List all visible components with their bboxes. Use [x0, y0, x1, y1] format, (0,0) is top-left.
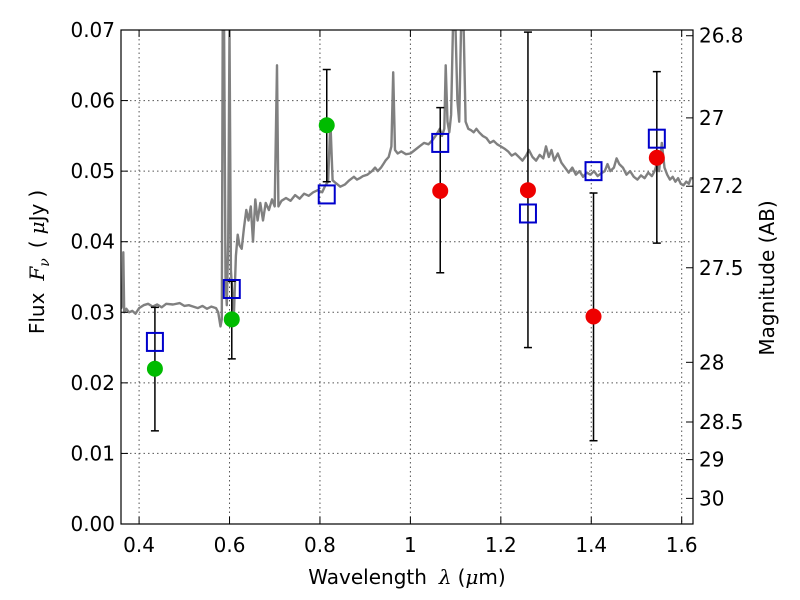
- grid: [121, 30, 693, 524]
- mag-tick-label: 28.5: [699, 410, 744, 434]
- y-tick-label: 0.00: [70, 512, 115, 536]
- y-tick-label: 0.03: [70, 300, 115, 324]
- mag-tick-label: 28: [699, 350, 724, 374]
- axis-ticks: 0.4 0.6 0.8 1 1.2 1.4 1.6 0.00 0.01 0.02 0.03 0.04 0…: [70, 18, 743, 557]
- x-tick-label: 1: [404, 533, 417, 557]
- x-tick-label: 0.4: [123, 533, 155, 557]
- x-tick-label: 1.2: [485, 533, 517, 557]
- mag-tick-label: 26.8: [699, 24, 744, 48]
- y-tick-label: 0.02: [70, 371, 115, 395]
- y-tick-label: 0.01: [70, 441, 115, 465]
- plot-area: [121, 30, 693, 442]
- x-tick-label: 1.4: [575, 533, 607, 557]
- model-square-marker: [647, 128, 666, 149]
- model-square-marker: [584, 161, 603, 182]
- observed-circle-marker: [519, 182, 536, 199]
- observed-circle-marker: [432, 182, 449, 199]
- mag-tick-label: 29: [699, 448, 724, 472]
- x-tick-label: 0.6: [214, 533, 246, 557]
- model-square-marker: [145, 331, 164, 352]
- model-square-marker: [518, 203, 537, 224]
- spectrum-line: [121, 30, 693, 328]
- mag-tick-label: 30: [699, 486, 724, 510]
- observed-circle-marker: [223, 311, 240, 328]
- mag-tick-label: 27.2: [699, 174, 744, 198]
- observed-circle-marker: [585, 308, 602, 325]
- y-tick-label: 0.07: [70, 18, 115, 42]
- x-tick-label: 0.8: [304, 533, 336, 557]
- model-square-marker: [222, 278, 241, 299]
- mag-tick-label: 27.5: [699, 256, 744, 280]
- y2-axis-label: Magnitude (AB): [755, 200, 779, 355]
- model-square-marker: [317, 184, 336, 205]
- x-tick-label: 1.6: [666, 533, 698, 557]
- y-tick-label: 0.06: [70, 89, 115, 113]
- plot-frame: [120, 29, 694, 525]
- series-group: [121, 30, 693, 442]
- y-axis-label: FluxFν(μJy): [25, 190, 53, 334]
- x-axis-label: Wavelength λ (μm): [308, 565, 505, 589]
- observed-circle-marker: [146, 360, 163, 377]
- model-square-marker: [431, 132, 450, 153]
- y-tick-label: 0.05: [70, 159, 115, 183]
- observed-circle-marker: [318, 117, 335, 134]
- observed-circle-marker: [648, 149, 665, 166]
- y-tick-label: 0.04: [70, 230, 115, 254]
- mag-tick-label: 27: [699, 106, 724, 130]
